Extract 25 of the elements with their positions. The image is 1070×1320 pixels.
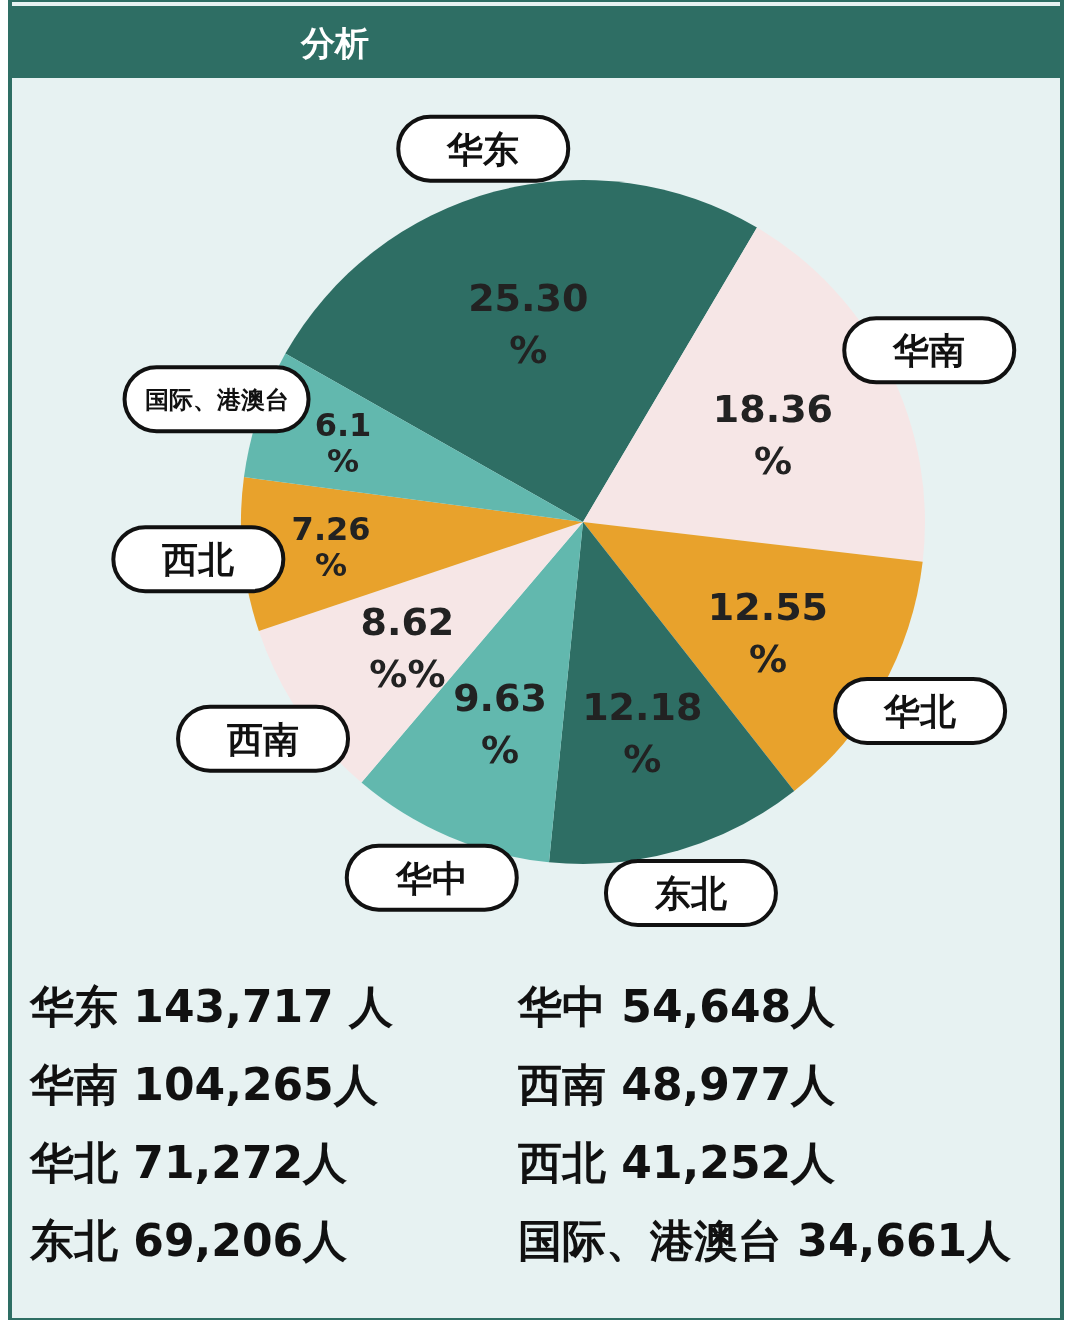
data-label: 18.36%: [712, 386, 834, 483]
text: 西北 41,252人: [517, 1137, 836, 1188]
data-label: 12.55%: [707, 584, 829, 681]
data-label: 6.1%: [314, 405, 372, 480]
data-label: 7.26%: [291, 510, 371, 585]
data-label: 25.30%: [468, 276, 589, 373]
text: 华东 143,717 人: [29, 981, 394, 1032]
text: 华北 71,272人: [29, 1137, 348, 1188]
text: 东北 69,206人: [29, 1215, 348, 1266]
text: 西南 48,977人: [517, 1059, 836, 1110]
data-label: 9.63%: [453, 676, 547, 773]
slice-label: 华中: [394, 857, 468, 899]
data-label: 12.18%: [582, 684, 703, 781]
slice-label: 华南: [892, 330, 966, 372]
text: 华中 54,648人: [517, 981, 836, 1032]
slice-label: 华北: [883, 690, 957, 732]
slice-label: 东北: [653, 873, 727, 915]
slice-label: 国际、港澳台: [144, 385, 289, 414]
slice-label: 西南: [226, 718, 300, 760]
chart-title: 分析: [300, 23, 369, 63]
text: 国际、港澳台 34,661人: [518, 1215, 1012, 1266]
data-label: 8.62%%: [360, 599, 455, 696]
slice-label: 华东: [446, 128, 520, 170]
text: 华南 104,265人: [29, 1059, 378, 1110]
slice-label: 西北: [161, 539, 235, 581]
